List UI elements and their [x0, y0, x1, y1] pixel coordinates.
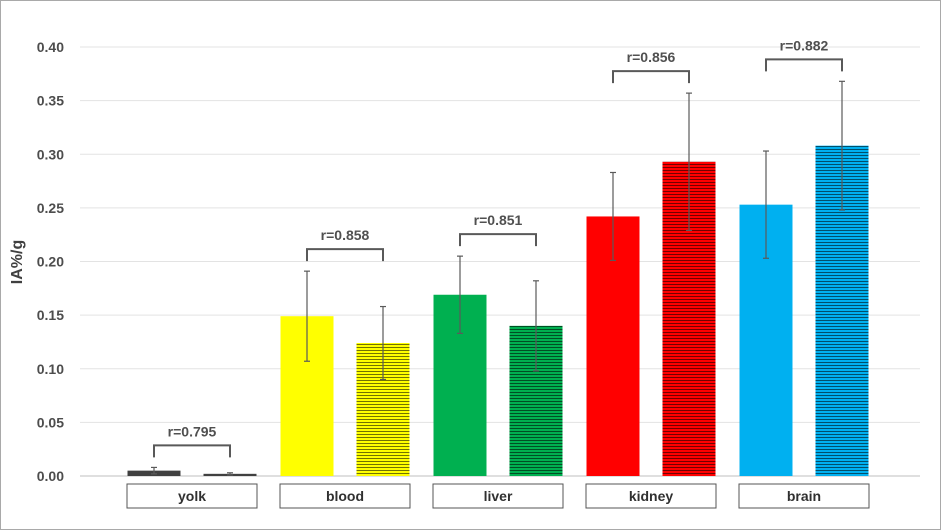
category-label-liver: liver — [484, 488, 513, 504]
correlation-bracket — [765, 58, 843, 72]
category-box — [585, 483, 717, 509]
category-label-blood: blood — [326, 488, 364, 504]
correlation-label: r=0.851 — [474, 212, 523, 228]
correlation-label: r=0.882 — [780, 37, 829, 53]
category-label-kidney: kidney — [629, 488, 674, 504]
y-tick-label: 0.20 — [37, 254, 64, 270]
category-box — [126, 483, 258, 509]
y-tick-label: 0.30 — [37, 146, 64, 162]
y-tick-label: 0.25 — [37, 200, 64, 216]
category-box — [279, 483, 411, 509]
y-axis-label: IA%/g — [9, 240, 26, 284]
y-tick-label: 0.40 — [37, 39, 64, 55]
category-label-brain: brain — [787, 488, 821, 504]
gridlines — [80, 46, 920, 477]
bars — [127, 145, 869, 477]
y-tick-label: 0.05 — [37, 414, 64, 430]
correlation-label: r=0.858 — [321, 227, 370, 243]
y-tick-label: 0.10 — [37, 361, 64, 377]
category-labels: yolk blood liver kidney brain — [126, 483, 870, 509]
category-box — [432, 483, 564, 509]
category-label-yolk: yolk — [178, 488, 206, 504]
correlation-bracket — [306, 248, 384, 262]
correlation-bracket — [153, 444, 231, 458]
correlation-bracket — [459, 233, 537, 247]
correlation-brackets: r=0.795 r=0.858 r=0.851 r=0.856 r=0.882 — [153, 37, 843, 458]
y-tick-label: 0.15 — [37, 307, 64, 323]
y-tick-label: 0.35 — [37, 93, 64, 109]
category-box — [738, 483, 870, 509]
y-tick-label: 0.00 — [37, 468, 64, 484]
correlation-label: r=0.795 — [168, 423, 217, 439]
y-axis-ticks: 0.00 0.05 0.10 0.15 0.20 0.25 0.30 0.35 0.40 — [37, 39, 64, 484]
correlation-label: r=0.856 — [627, 49, 676, 65]
error-bars — [151, 80, 845, 476]
correlation-bracket — [612, 70, 690, 84]
